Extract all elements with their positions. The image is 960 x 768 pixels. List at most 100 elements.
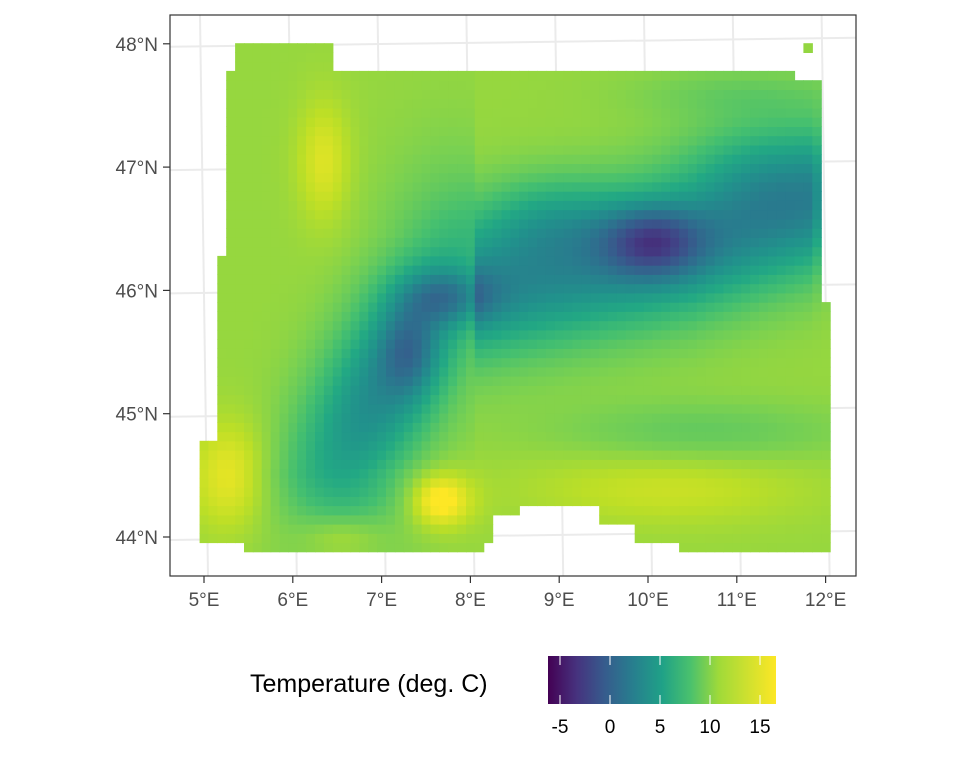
- temperature-cell: [297, 172, 307, 183]
- temperature-cell: [510, 422, 520, 433]
- temperature-cell: [270, 524, 281, 534]
- temperature-cell: [315, 172, 325, 183]
- temperature-cell: [590, 477, 600, 488]
- temperature-cell: [306, 154, 316, 164]
- temperature-cell: [590, 376, 600, 386]
- temperature-cell: [785, 524, 796, 534]
- temperature-cell: [235, 52, 245, 63]
- temperature-cell: [368, 542, 378, 553]
- temperature-cell: [732, 348, 742, 359]
- temperature-cell: [714, 431, 725, 442]
- temperature-cell: [386, 348, 396, 359]
- temperature-cell: [315, 329, 325, 340]
- temperature-cell: [670, 126, 680, 137]
- temperature-cell: [803, 487, 813, 497]
- temperature-cell: [750, 144, 760, 155]
- temperature-cell: [439, 292, 449, 303]
- temperature-cell: [670, 200, 680, 211]
- temperature-cell: [217, 255, 227, 266]
- temperature-cell: [412, 524, 423, 534]
- temperature-cell: [466, 283, 476, 294]
- temperature-cell: [688, 468, 698, 479]
- temperature-cell: [421, 292, 432, 303]
- temperature-cell: [492, 107, 503, 118]
- temperature-cell: [297, 246, 307, 257]
- temperature-cell: [750, 265, 760, 275]
- temperature-cell: [323, 218, 334, 229]
- temperature-cell: [359, 348, 369, 359]
- temperature-cell: [323, 524, 334, 534]
- temperature-cell: [306, 126, 316, 137]
- temperature-cell: [696, 126, 707, 137]
- temperature-cell: [670, 255, 680, 266]
- temperature-cell: [501, 163, 511, 174]
- temperature-cell: [625, 200, 636, 211]
- temperature-cell: [199, 450, 210, 460]
- temperature-cell: [288, 450, 298, 460]
- temperature-cell: [386, 218, 396, 229]
- temperature-cell: [244, 366, 254, 377]
- temperature-cell: [341, 450, 352, 460]
- temperature-cell: [297, 218, 307, 229]
- temperature-cell: [341, 181, 352, 192]
- temperature-cell: [714, 477, 725, 488]
- temperature-cell: [528, 154, 538, 164]
- temperature-cell: [767, 366, 778, 377]
- temperature-cell: [235, 348, 245, 359]
- temperature-cell: [368, 274, 378, 285]
- temperature-cell: [226, 117, 236, 127]
- temperature-cell: [679, 302, 689, 312]
- temperature-cell: [421, 542, 432, 553]
- temperature-cell: [661, 413, 671, 423]
- temperature-cell: [226, 320, 236, 331]
- temperature-cell: [785, 487, 796, 497]
- temperature-cell: [235, 154, 245, 164]
- temperature-cell: [732, 514, 742, 525]
- temperature-cell: [670, 80, 680, 90]
- temperature-cell: [510, 487, 520, 497]
- temperature-cell: [288, 135, 298, 146]
- temperature-cell: [261, 191, 272, 201]
- temperature-cell: [315, 246, 325, 257]
- temperature-cell: [421, 246, 432, 257]
- temperature-cell: [670, 89, 680, 100]
- temperature-cell: [297, 468, 307, 479]
- temperature-cell: [235, 302, 245, 312]
- temperature-cell: [235, 80, 245, 90]
- temperature-cell: [474, 228, 485, 238]
- temperature-cell: [679, 422, 689, 433]
- temperature-cell: [519, 431, 529, 442]
- temperature-cell: [457, 422, 467, 433]
- temperature-cell: [554, 135, 565, 146]
- temperature-cell: [270, 144, 281, 155]
- temperature-cell: [554, 477, 565, 488]
- temperature-cell: [394, 524, 405, 534]
- temperature-cell: [466, 505, 476, 516]
- temperature-cell: [377, 459, 387, 470]
- temperature-cell: [732, 496, 742, 507]
- temperature-cell: [323, 329, 334, 340]
- temperature-cell: [759, 422, 769, 433]
- temperature-cell: [261, 440, 272, 451]
- temperature-cell: [581, 366, 591, 377]
- temperature-cell: [457, 403, 467, 414]
- temperature-cell: [741, 98, 751, 109]
- temperature-cell: [803, 459, 813, 470]
- temperature-cell: [350, 228, 360, 238]
- temperature-cell: [430, 357, 440, 368]
- temperature-cell: [643, 413, 654, 423]
- temperature-cell: [812, 348, 822, 359]
- temperature-cell: [332, 191, 343, 201]
- temperature-cell: [261, 376, 272, 386]
- temperature-cell: [750, 255, 760, 266]
- temperature-cell: [492, 339, 503, 349]
- temperature-cell: [235, 163, 245, 174]
- temperature-cell: [767, 413, 778, 423]
- temperature-cell: [785, 468, 796, 479]
- temperature-cell: [794, 440, 804, 451]
- temperature-cell: [315, 496, 325, 507]
- temperature-cell: [270, 98, 281, 109]
- temperature-cell: [226, 302, 236, 312]
- temperature-cell: [625, 172, 636, 183]
- temperature-cell: [474, 218, 485, 229]
